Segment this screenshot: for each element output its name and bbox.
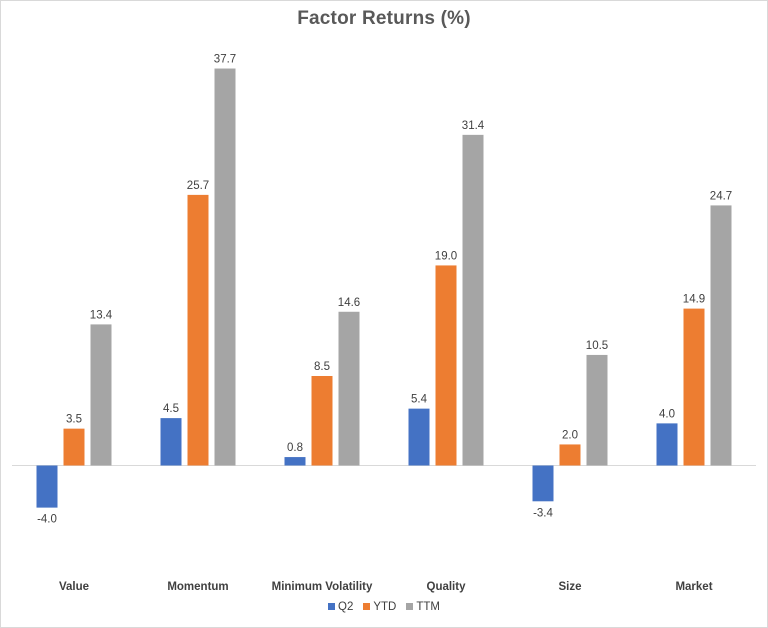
- legend-swatch-ytd: [363, 602, 371, 610]
- category-label-minimum-volatility: Minimum Volatility: [272, 581, 373, 593]
- data-label-value-ttm: 13.4: [90, 309, 113, 321]
- bar-market-ytd: [683, 308, 705, 466]
- data-label-market-ytd: 14.9: [683, 294, 705, 306]
- data-label-size-q2: -3.4: [533, 507, 553, 519]
- data-label-momentum-q2: 4.5: [163, 403, 179, 415]
- legend-label-ttm: TTM: [416, 601, 440, 613]
- bar-momentum-q2: [160, 418, 182, 466]
- category-label-size: Size: [558, 581, 581, 593]
- legend-item-q2: Q2: [328, 601, 353, 613]
- bar-quality-ttm: [462, 134, 484, 466]
- data-label-quality-q2: 5.4: [411, 394, 428, 406]
- bar-momentum-ttm: [214, 68, 236, 466]
- legend-swatch-ttm: [406, 602, 414, 610]
- bar-quality-ytd: [435, 265, 457, 466]
- bar-market-ttm: [710, 205, 732, 466]
- bar-momentum-ytd: [187, 194, 209, 466]
- bar-size-q2: [532, 465, 554, 502]
- data-label-momentum-ttm: 37.7: [214, 54, 236, 66]
- chart-title: Factor Returns (%): [297, 8, 471, 29]
- legend-item-ytd: YTD: [363, 601, 396, 613]
- bar-quality-q2: [408, 408, 430, 466]
- data-label-market-q2: 4.0: [659, 408, 675, 420]
- legend-item-ttm: TTM: [406, 601, 440, 613]
- bar-minimum-volatility-ttm: [338, 311, 360, 466]
- data-label-quality-ttm: 31.4: [462, 120, 485, 132]
- data-label-minimum-volatility-q2: 0.8: [287, 442, 303, 454]
- data-label-value-q2: -4.0: [37, 514, 57, 526]
- data-label-momentum-ytd: 25.7: [187, 180, 209, 192]
- legend-swatch-q2: [328, 602, 335, 610]
- bar-minimum-volatility-ytd: [311, 375, 333, 466]
- data-label-market-ttm: 24.7: [710, 190, 732, 202]
- data-label-value-ytd: 3.5: [66, 414, 82, 426]
- bar-market-q2: [656, 423, 678, 466]
- data-label-minimum-volatility-ttm: 14.6: [338, 297, 360, 309]
- legend-label-ytd: YTD: [373, 601, 397, 613]
- legend: Q2 YTD TTM: [0, 601, 768, 613]
- category-label-momentum: Momentum: [167, 581, 228, 593]
- category-label-quality: Quality: [427, 581, 467, 593]
- category-label-value: Value: [59, 581, 89, 593]
- bar-minimum-volatility-q2: [284, 457, 306, 466]
- data-label-quality-ytd: 19.0: [435, 250, 457, 262]
- data-label-minimum-volatility-ytd: 8.5: [314, 361, 330, 373]
- bar-value-q2: [36, 465, 58, 508]
- bar-value-ttm: [90, 324, 112, 466]
- legend-label-q2: Q2: [338, 601, 354, 613]
- bar-value-ytd: [63, 428, 85, 466]
- category-label-market: Market: [675, 581, 712, 593]
- bar-size-ttm: [586, 354, 608, 466]
- bar-size-ytd: [559, 444, 581, 466]
- data-label-size-ytd: 2.0: [562, 429, 578, 441]
- data-label-size-ttm: 10.5: [586, 340, 608, 352]
